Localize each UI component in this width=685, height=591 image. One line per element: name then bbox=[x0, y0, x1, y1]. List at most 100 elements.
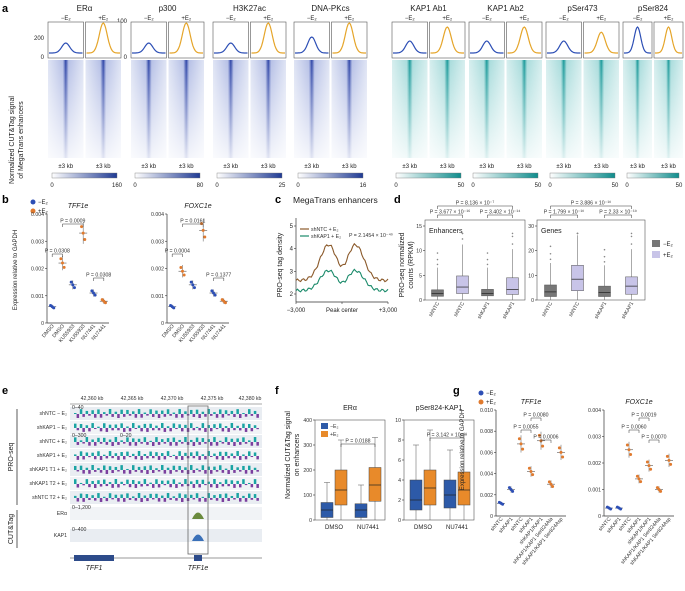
signal-bar-minus bbox=[152, 428, 155, 430]
p-value: P = 0.0019 bbox=[631, 413, 656, 419]
signal-bar-plus bbox=[109, 493, 112, 498]
signal-bar-minus bbox=[245, 414, 248, 417]
signal-bar-plus bbox=[184, 453, 187, 456]
box bbox=[410, 480, 422, 510]
data-point bbox=[646, 461, 649, 464]
signal-bar-plus bbox=[225, 479, 228, 484]
signal-bar-minus bbox=[175, 456, 178, 459]
y-tick-label: 0.001 bbox=[151, 294, 164, 300]
condition-plus-label: +E₂ bbox=[98, 16, 109, 22]
signal-bar-plus bbox=[190, 465, 193, 470]
y-tick-label: 0.001 bbox=[588, 488, 601, 494]
signal-bar-plus bbox=[254, 494, 256, 498]
y-tick-label: 10 bbox=[395, 418, 401, 424]
signal-bar-minus bbox=[106, 442, 109, 445]
signal-bar-minus bbox=[169, 442, 172, 446]
signal-bar-minus bbox=[140, 456, 143, 460]
signal-bar-minus bbox=[117, 442, 120, 445]
signal-bar-plus bbox=[219, 482, 222, 484]
signal-bar-plus bbox=[138, 451, 141, 456]
signal-bar-plus bbox=[161, 481, 164, 484]
legend-swatch-plus bbox=[321, 431, 328, 437]
signal-bar-minus bbox=[181, 470, 184, 473]
signal-bar-minus bbox=[198, 470, 201, 472]
p-value: P = 0.0055 bbox=[513, 425, 538, 431]
signal-bar-plus bbox=[254, 437, 256, 442]
signal-bar-plus bbox=[144, 437, 147, 442]
data-point bbox=[63, 266, 66, 269]
signal-bar-minus bbox=[233, 414, 236, 417]
data-point bbox=[83, 238, 86, 241]
panel-g-ylabel: Expression relative to GAPDH bbox=[460, 410, 466, 490]
signal-bar-minus bbox=[193, 414, 196, 417]
signal-bar-minus bbox=[77, 442, 80, 445]
signal-bar-plus bbox=[248, 483, 251, 484]
signal-bar-minus bbox=[77, 428, 80, 430]
signal-bar-plus bbox=[126, 426, 129, 428]
signal-bar-plus bbox=[103, 465, 106, 470]
data-point bbox=[61, 262, 64, 265]
signal-bar-minus bbox=[216, 470, 219, 472]
signal-bar-plus bbox=[109, 440, 112, 442]
panel-a: a Normalized CUT&Tag signal of MegaTrans… bbox=[2, 3, 683, 189]
signal-bar-plus bbox=[138, 467, 141, 470]
data-point bbox=[203, 236, 206, 239]
signal-bar-minus bbox=[146, 456, 149, 458]
y-tick-label: 20 bbox=[528, 249, 534, 255]
data-point bbox=[558, 446, 561, 449]
heatmap-fade bbox=[169, 60, 205, 158]
signal-bar-plus bbox=[161, 423, 164, 428]
signal-bar-plus bbox=[74, 454, 77, 456]
signal-bar-minus bbox=[239, 498, 242, 502]
signal-bar-minus bbox=[251, 428, 254, 431]
range-label: 0–1,200 bbox=[72, 505, 91, 511]
kb-label: ±3 kb bbox=[630, 164, 645, 170]
kb-label: ±3 kb bbox=[517, 164, 532, 170]
signal-bar-plus bbox=[236, 467, 239, 470]
signal-bar-plus bbox=[126, 410, 129, 414]
signal-bar-plus bbox=[109, 451, 112, 456]
track-label: KAP1 bbox=[54, 533, 67, 539]
y-tick-label: 10 bbox=[528, 273, 534, 279]
signal-bar-plus bbox=[97, 493, 100, 498]
box bbox=[369, 468, 381, 502]
signal-bar-minus bbox=[164, 442, 167, 444]
signal-bar-plus bbox=[248, 466, 251, 470]
data-point bbox=[668, 459, 671, 462]
panel-c-title: MegaTrans enhancers bbox=[293, 195, 378, 205]
signal-bar-plus bbox=[196, 480, 199, 484]
signal-bar-plus bbox=[103, 455, 106, 456]
signal-bar-minus bbox=[82, 484, 85, 485]
signal-bar-minus bbox=[106, 470, 109, 474]
signal-bar-minus bbox=[82, 428, 85, 432]
signal-bar-plus bbox=[219, 494, 222, 498]
track-background bbox=[70, 529, 262, 542]
signal-bar-plus bbox=[178, 440, 181, 442]
signal-bar-plus bbox=[97, 480, 100, 484]
panel-d-ylabel-line2: counts (RPKM) bbox=[408, 241, 415, 288]
panel-d-legend-plus: +E₂ bbox=[663, 253, 674, 259]
signal-bar-plus bbox=[155, 426, 158, 428]
signal-bar-minus bbox=[94, 456, 97, 459]
signal-bar-minus bbox=[169, 498, 172, 500]
signal-bar-minus bbox=[164, 470, 167, 474]
signal-bar-plus bbox=[97, 451, 100, 456]
signal-bar-plus bbox=[86, 494, 89, 498]
gene-title: FOXC1e bbox=[625, 399, 652, 406]
heatmap-title: DNA-PKcs bbox=[311, 4, 349, 13]
signal-bar-plus bbox=[161, 411, 164, 414]
p-value: P = 0.0070 bbox=[641, 435, 666, 441]
y-tick-label: 200 bbox=[303, 468, 312, 474]
heatmap-title: pSer473 bbox=[567, 4, 598, 13]
x-tick-label: Peak center bbox=[326, 308, 358, 314]
signal-bar-minus bbox=[123, 428, 126, 432]
condition-plus-label: +E₂ bbox=[181, 16, 192, 22]
outlier bbox=[631, 236, 633, 238]
signal-bar-plus bbox=[155, 468, 158, 470]
signal-bar-plus bbox=[167, 468, 170, 470]
condition-minus-label: −E₂ bbox=[559, 16, 570, 22]
signal-bar-plus bbox=[225, 452, 228, 456]
signal-bar-minus bbox=[140, 428, 143, 431]
p-value: P = 0.0004 bbox=[165, 249, 190, 255]
heatmap-fade bbox=[86, 60, 122, 158]
